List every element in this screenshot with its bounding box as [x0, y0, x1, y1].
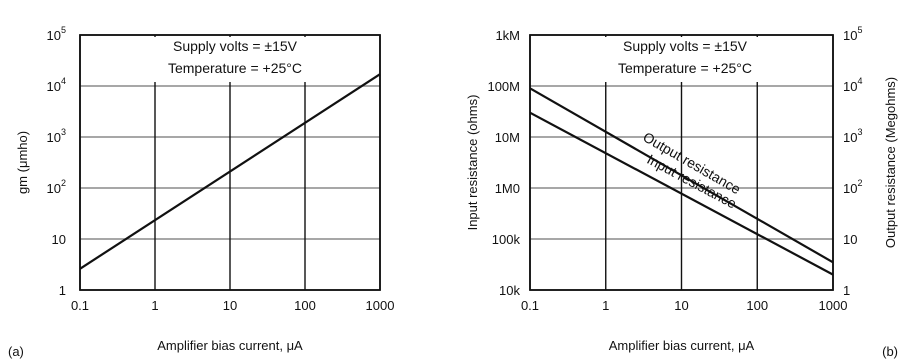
y2-tick-label: 10 — [843, 232, 857, 247]
annotation-box — [120, 37, 350, 82]
y2-tick-label: 105 — [843, 25, 862, 43]
y-tick-label: 10M — [495, 130, 520, 145]
annotation-text: Temperature = +25°C — [618, 60, 752, 76]
series-line — [529, 87, 834, 264]
y2-tick-label: 102 — [843, 178, 862, 196]
y-tick-label: 104 — [47, 76, 66, 94]
x-tick-label: 10 — [674, 298, 688, 313]
annotation-box — [570, 37, 800, 82]
x-tick-label: 100 — [294, 298, 316, 313]
x-axis-label: Amplifier bias current, μA — [609, 338, 755, 353]
x-tick-label: 0.1 — [521, 298, 539, 313]
y-tick-label: 102 — [47, 178, 66, 196]
panel-label: (b) — [882, 344, 898, 359]
series-line — [529, 111, 834, 276]
x-tick-label: 0.1 — [71, 298, 89, 313]
y2-tick-label: 1 — [843, 283, 850, 298]
x-tick-label: 1 — [602, 298, 609, 313]
chart-panel-b: 0.1 1 10 100 1000 10k 100k 1M0 10M 100M 1kM 1 10 102 1… — [465, 25, 898, 359]
plot-frame — [529, 34, 834, 291]
y-tick-label: 1 — [59, 283, 66, 298]
x-axis-label: Amplifier bias current, μA — [157, 338, 303, 353]
chart-panel-a: 0.1 1 10 100 1000 1 10 102 103 104 105 Amplifier bi… — [8, 25, 394, 359]
annotation-text: Supply volts = ±15V — [173, 38, 298, 54]
x-tick-label: 1 — [151, 298, 158, 313]
panel-label: (a) — [8, 344, 24, 359]
y-tick-label: 105 — [47, 25, 66, 43]
y-tick-label: 1kM — [495, 28, 520, 43]
annotation-text: Supply volts = ±15V — [623, 38, 748, 54]
series-line — [79, 73, 381, 270]
y-tick-label: 100k — [492, 232, 521, 247]
x-tick-label: 1000 — [819, 298, 848, 313]
y-tick-label: 10k — [499, 283, 520, 298]
annotation-text: Temperature = +25°C — [168, 60, 302, 76]
y-tick-label: 10 — [52, 232, 66, 247]
x-tick-label: 100 — [746, 298, 768, 313]
y-tick-label: 103 — [47, 127, 66, 145]
y2-axis-label: Output resistance (Megohms) — [883, 77, 898, 248]
x-tick-label: 10 — [223, 298, 237, 313]
y-tick-label: 100M — [487, 79, 520, 94]
plot-frame — [79, 34, 381, 291]
y-axis-label: gm (μmho) — [15, 131, 30, 194]
y2-tick-label: 104 — [843, 76, 862, 94]
y-tick-label: 1M0 — [495, 181, 520, 196]
y2-tick-label: 103 — [843, 127, 862, 145]
x-tick-label: 1000 — [366, 298, 395, 313]
y-axis-label: Input resistance (ohms) — [465, 95, 480, 231]
